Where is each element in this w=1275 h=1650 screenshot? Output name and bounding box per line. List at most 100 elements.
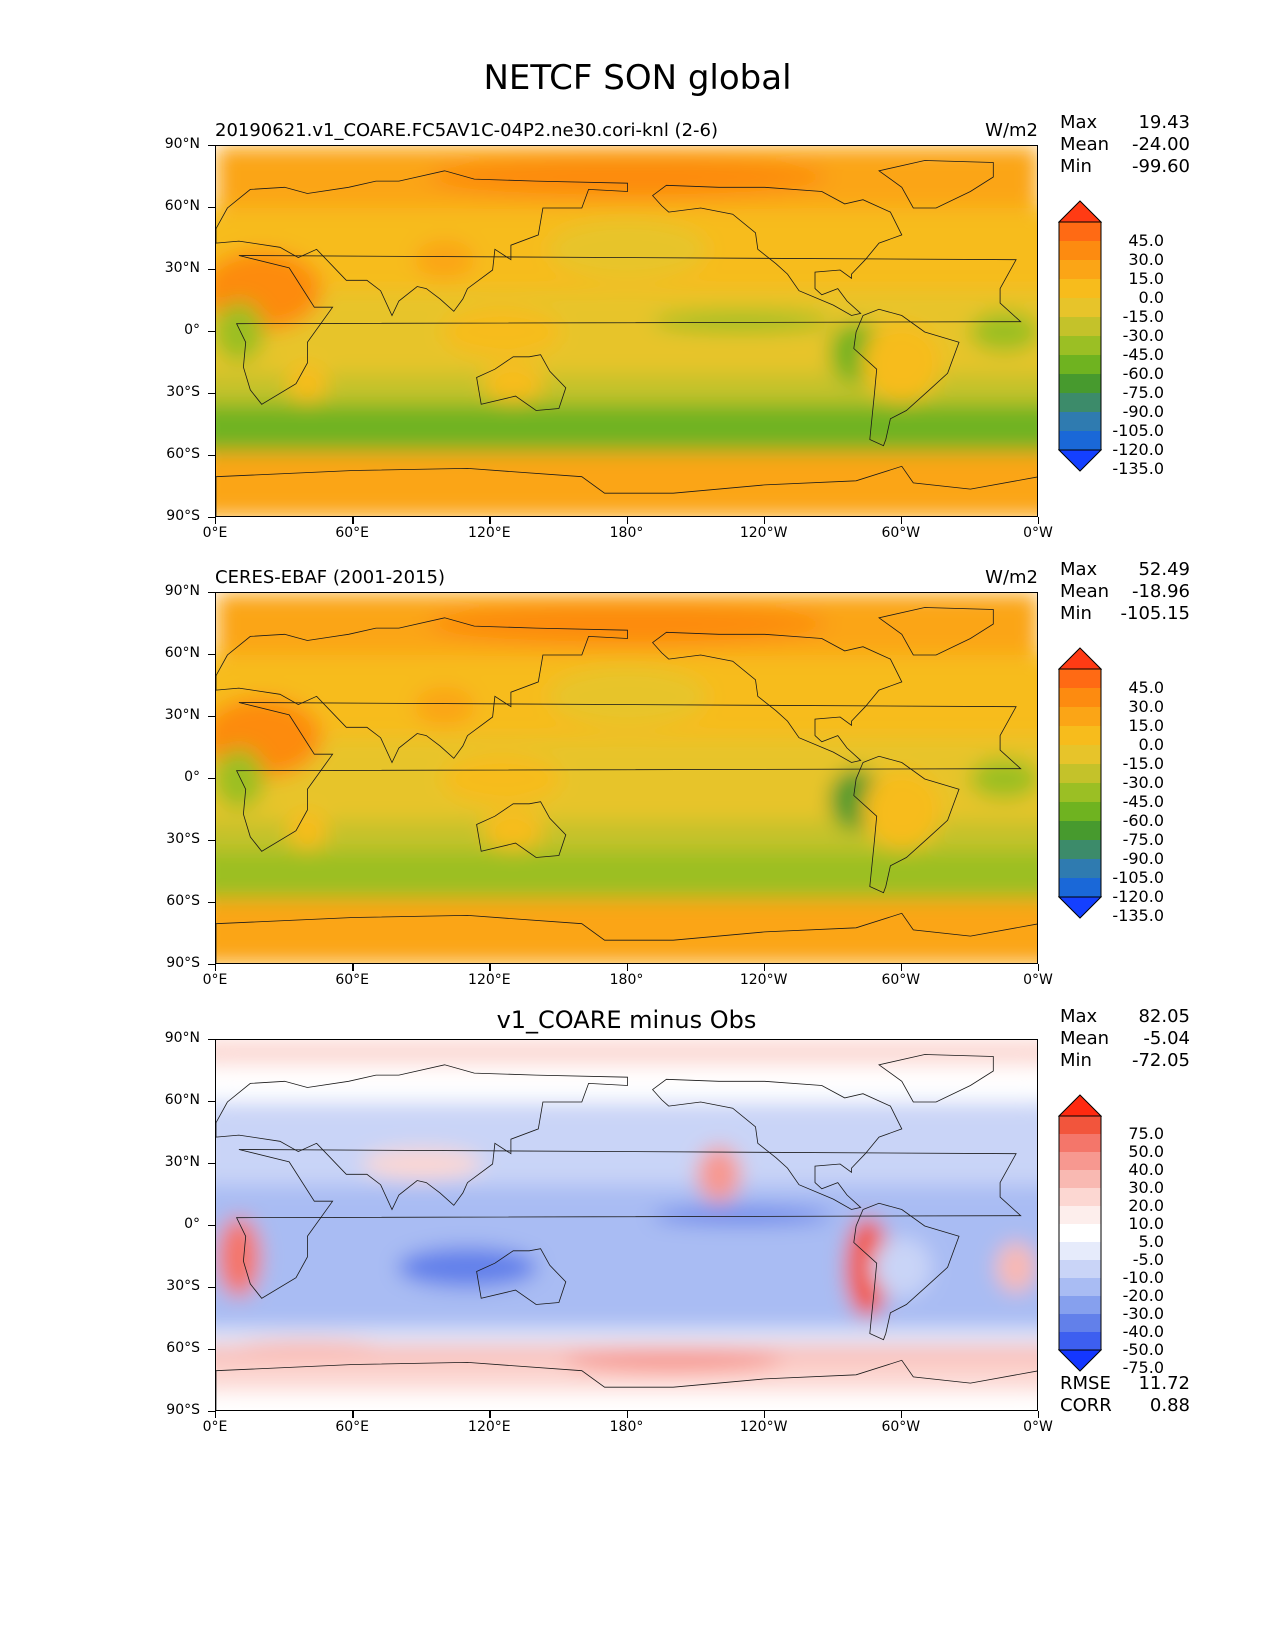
lon-tick-mark (626, 964, 628, 971)
coastline (476, 801, 567, 858)
coastline (216, 1064, 628, 1211)
colorbar-tick-label: 5.0 (1138, 1232, 1164, 1251)
colorbar-segment (1059, 1278, 1101, 1296)
colorbar-tick-label: 30.0 (1128, 250, 1164, 269)
lat-tick-mark (208, 964, 215, 966)
lon-tick-label: 120°W (739, 1419, 788, 1435)
map-panel: 20190621.v1_COARE.FC5AV1C-04P2.ne30.cori… (0, 112, 1275, 552)
coastline (652, 631, 903, 763)
lon-tick-label: 120°W (739, 525, 788, 541)
colorbar-tick-label: -135.0 (1112, 459, 1164, 478)
lon-tick-mark (352, 964, 354, 971)
coastline (878, 1054, 994, 1103)
stat-value: -24.00 (1131, 134, 1190, 155)
colorbar-segment (1059, 279, 1101, 298)
stat-label: Min (1060, 1050, 1092, 1071)
colorbar (1057, 200, 1103, 472)
coastline (216, 170, 628, 317)
panel-title: v1_COARE minus Obs (496, 1006, 757, 1034)
colorbar-segment (1059, 745, 1101, 764)
lon-tick-label: 60°W (881, 972, 921, 988)
lon-tick-mark (352, 517, 354, 524)
lat-tick-label: 60°S (166, 1340, 200, 1356)
colorbar-extend-max (1057, 200, 1103, 223)
stat-label: Min (1060, 156, 1092, 177)
lon-tick-label: 180° (609, 525, 644, 541)
colorbar-tick-label: 30.0 (1128, 1178, 1164, 1197)
colorbar-tick-label: -105.0 (1112, 868, 1164, 887)
units-label: W/m2 (985, 120, 1038, 141)
coastline (216, 1359, 1037, 1410)
lon-tick-mark (626, 517, 628, 524)
map-plot (215, 145, 1038, 517)
colorbar-tick-label: -60.0 (1122, 364, 1164, 383)
lon-tick-label: 60°E (335, 1419, 369, 1435)
colorbar-segment (1059, 374, 1101, 393)
stat-label: Max (1060, 1006, 1098, 1027)
coastline (476, 1248, 567, 1305)
colorbar-extend-min (1057, 896, 1103, 919)
map-panel: v1_COARE minus Obs Max 82.05 Mean -5.04 Min -7… (0, 1006, 1275, 1446)
lat-tick-label: 0° (184, 769, 200, 785)
lon-tick-mark (215, 964, 217, 971)
colorbar-segment (1059, 355, 1101, 374)
colorbar-segment (1059, 1206, 1101, 1224)
colorbar-tick-label: 0.0 (1138, 735, 1164, 754)
lat-tick-label: 60°N (164, 1092, 200, 1108)
coastline (216, 617, 628, 764)
colorbar (1057, 647, 1103, 919)
stat-max: Max 19.43 (1060, 112, 1190, 134)
stat-value: -99.60 (1131, 156, 1190, 177)
lat-tick-mark (208, 207, 215, 209)
lat-tick-label: 30°S (166, 1278, 200, 1294)
colorbar-tick-label: 75.0 (1128, 1124, 1164, 1143)
colorbar-segment (1059, 1134, 1101, 1152)
stat-mean: Mean -18.96 (1060, 581, 1190, 603)
stat-label: Mean (1060, 581, 1110, 602)
lon-tick-mark (763, 964, 766, 971)
stat-label: RMSE (1060, 1373, 1111, 1394)
lon-tick-mark (489, 1411, 491, 1418)
colorbar-tick-label: -105.0 (1112, 421, 1164, 440)
colorbar-tick-label: 50.0 (1128, 1142, 1164, 1161)
colorbar-segment (1059, 1170, 1101, 1188)
map-panel: CERES-EBAF (2001-2015) W/m2 Max 52.49 Mean -1… (0, 559, 1275, 999)
colorbar-tick-label: 15.0 (1128, 269, 1164, 288)
colorbar-tick-label: -45.0 (1122, 345, 1164, 364)
lon-tick-label: 120°W (739, 972, 788, 988)
lat-tick-mark (208, 517, 215, 519)
colorbar (1057, 1094, 1103, 1372)
lon-tick-mark (215, 517, 217, 524)
coastline (853, 308, 960, 447)
colorbar-svg (1057, 200, 1103, 472)
colorbar-segment (1059, 393, 1101, 412)
map-field (216, 1040, 1037, 1410)
lon-tick-mark (215, 1411, 217, 1418)
colorbar-tick-label: -45.0 (1122, 792, 1164, 811)
coastline (216, 912, 1037, 963)
lat-tick-mark (208, 393, 215, 395)
colorbar-tick-label: -5.0 (1132, 1250, 1164, 1269)
coastline (235, 702, 1022, 852)
stat-max: Max 82.05 (1060, 1006, 1190, 1028)
colorbar-extend-min (1057, 449, 1103, 472)
lat-tick-label: 30°N (164, 260, 200, 276)
stat-label: Mean (1060, 1028, 1110, 1049)
panel-title: CERES-EBAF (2001-2015) (215, 567, 446, 588)
lon-tick-mark (900, 1411, 903, 1418)
lon-tick-label: 120°E (468, 1419, 511, 1435)
colorbar-tick-label: -10.0 (1122, 1268, 1164, 1287)
colorbar-segment (1059, 1260, 1101, 1278)
colorbar-tick-label: -15.0 (1122, 307, 1164, 326)
stat-value: 19.43 (1138, 112, 1190, 133)
lon-tick-mark (900, 964, 903, 971)
lat-tick-label: 90°N (164, 1030, 200, 1046)
extra-stats-block: RMSE 11.72 CORR 0.88 (1060, 1373, 1190, 1417)
map-plot (215, 1039, 1038, 1411)
colorbar-tick-label: -75.0 (1122, 383, 1164, 402)
stat-value: -105.15 (1120, 603, 1190, 624)
colorbar-tick-label: 40.0 (1128, 1160, 1164, 1179)
colorbar-tick-label: -30.0 (1122, 1304, 1164, 1323)
colorbar-segment (1059, 1116, 1101, 1134)
colorbar-tick-label: -40.0 (1122, 1322, 1164, 1341)
